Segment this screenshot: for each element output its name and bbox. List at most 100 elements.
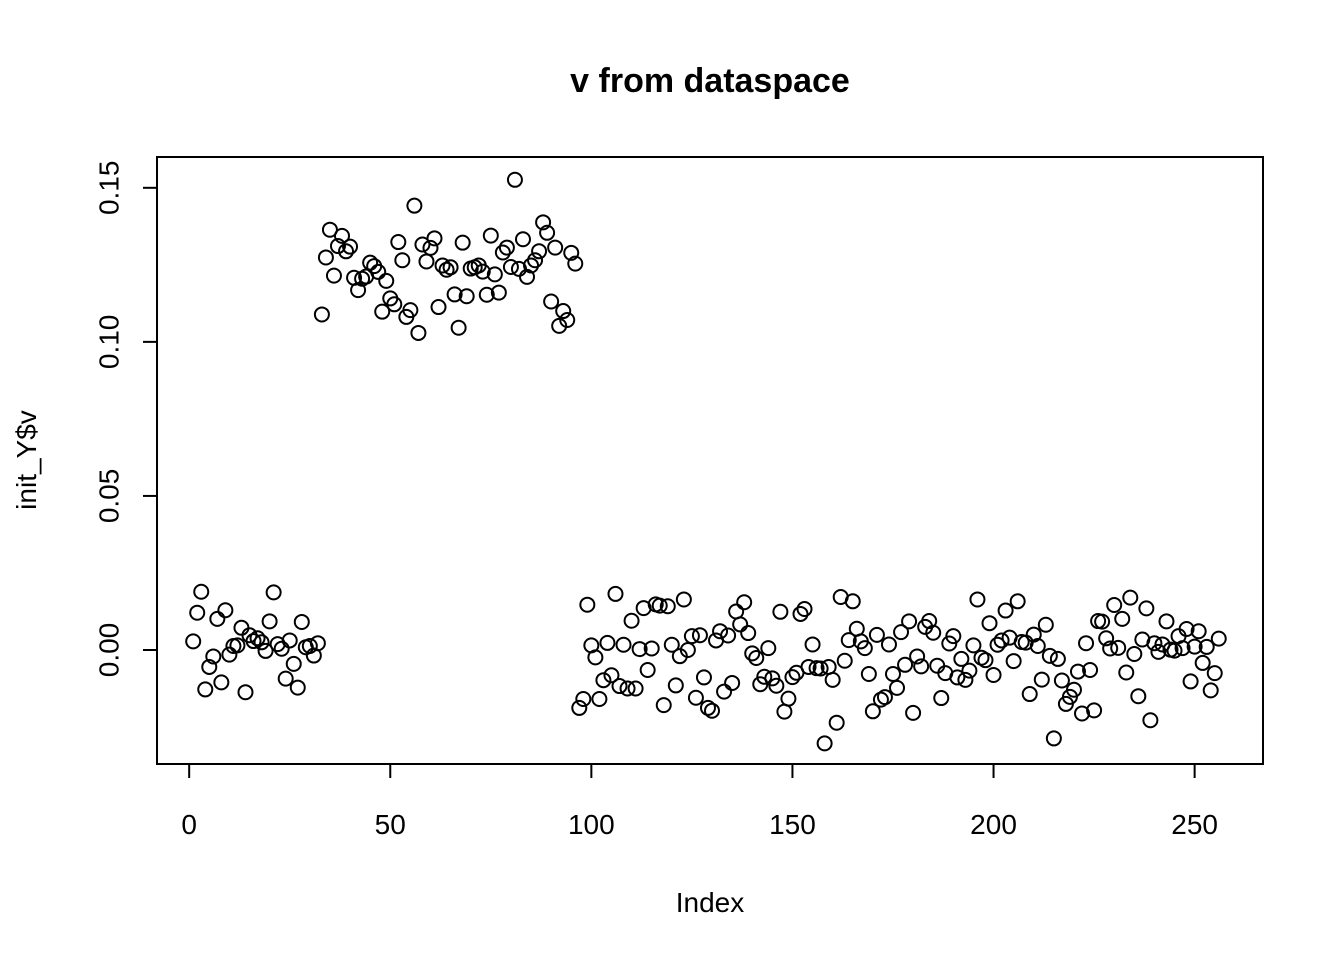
y-tick-label: 0.10 [93,315,124,370]
data-point [981,615,998,632]
data-point [277,670,294,687]
data-point [482,227,499,244]
x-axis: 0 50 100 150 200 250 [181,763,1218,840]
data-point [905,704,922,721]
data-point [350,282,367,299]
data-point [378,272,395,289]
data-point [623,612,640,629]
data-point [812,660,829,677]
data-points [185,171,1227,752]
data-point [325,267,342,284]
data-point [1041,647,1058,664]
data-point [655,697,672,714]
data-point [527,252,544,269]
data-point [535,214,552,231]
data-point [402,302,419,319]
data-point [699,699,716,716]
data-point [205,648,222,665]
data-point [868,626,885,643]
data-point [494,244,511,261]
data-point [796,601,813,618]
data-point [1130,688,1147,705]
data-point [639,662,656,679]
data-point [1178,621,1195,638]
data-point [1029,637,1046,654]
y-tick-label: 0.05 [93,469,124,524]
data-point [1190,623,1207,640]
data-point [856,640,873,657]
data-point [760,640,777,657]
data-point [631,641,648,658]
data-point [740,625,757,642]
data-point [627,680,644,697]
data-point [289,679,306,696]
data-point [498,239,515,256]
data-point [1005,653,1022,670]
data-point [1033,671,1050,688]
data-point [342,238,359,255]
data-point [249,630,266,647]
y-tick-label: 0.00 [93,623,124,678]
data-point [691,627,708,644]
data-point [430,299,447,316]
data-point [1045,730,1062,747]
data-point [1122,589,1139,606]
data-point [969,591,986,608]
data-point [563,244,580,261]
data-point [716,683,733,700]
data-point [245,633,262,650]
data-point [1210,630,1227,647]
data-point [945,628,962,645]
data-point [611,678,628,695]
data-point [571,699,588,716]
data-point [293,613,310,630]
data-point [607,585,624,602]
data-point [1186,638,1203,655]
data-point [257,642,274,659]
data-point [1094,613,1111,630]
data-point [1182,673,1199,690]
data-point [675,591,692,608]
data-point [237,684,254,701]
data-point [390,234,407,251]
data-point [555,303,572,320]
data-point [965,637,982,654]
data-point [313,306,330,323]
data-point [985,666,1002,683]
data-point [575,690,592,707]
data-point [1065,681,1082,698]
data-point [559,311,576,328]
data-point [828,714,845,731]
data-point [1206,665,1223,682]
data-point [285,655,302,672]
data-point [913,658,930,675]
data-point [772,603,789,620]
data-point [201,658,218,675]
data-point [454,234,471,251]
data-point [704,702,721,719]
data-point [744,645,761,662]
data-point [458,288,475,305]
data-point [514,231,531,248]
data-point [804,636,821,653]
data-point [683,628,700,645]
data-point [643,640,660,657]
data-point [189,604,206,621]
data-point [860,666,877,683]
data-point [442,259,459,276]
data-point [1021,686,1038,703]
data-point [281,632,298,649]
data-point [724,674,741,691]
data-point [539,224,556,241]
data-point [1106,597,1123,614]
data-point [844,593,861,610]
data-point [1202,682,1219,699]
data-point [977,652,994,669]
data-point [893,624,910,641]
data-point [776,703,793,720]
data-point [531,243,548,260]
data-point [840,632,857,649]
data-point [836,652,853,669]
data-point [502,258,519,275]
data-point [884,666,901,683]
